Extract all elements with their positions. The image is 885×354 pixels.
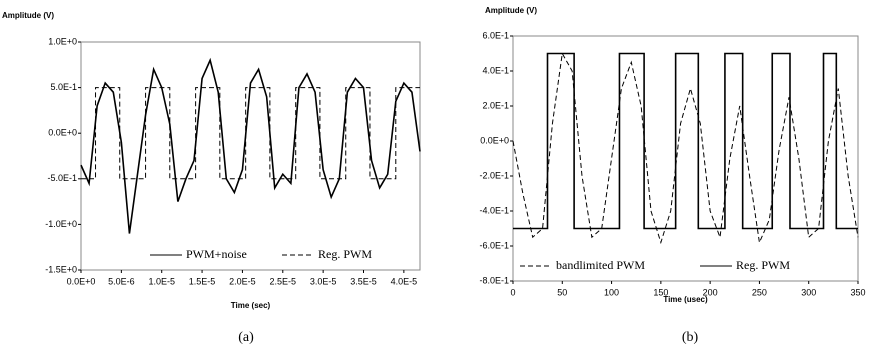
x-tick-label: 3.5E-5 (350, 276, 377, 286)
x-tick-label: 0 (510, 287, 515, 297)
series-line (81, 87, 420, 180)
y-axis-label: Amplitude (V) (2, 11, 54, 20)
x-tick-label: 100 (604, 287, 619, 297)
x-tick-label: 0.0E+0 (67, 276, 96, 286)
legend-bg (698, 258, 808, 274)
y-tick-label: -1.5E+0 (45, 264, 77, 274)
y-tick-label: 6.0E-1 (482, 30, 509, 40)
legend-label: Reg. PWM (736, 258, 790, 272)
caption: (a) (238, 330, 254, 345)
x-axis-label: Time (usec) (663, 295, 708, 304)
x-tick-label: 250 (752, 287, 767, 297)
y-tick-label: 2.0E-1 (482, 100, 509, 110)
y-tick-label: 1.0E+0 (48, 36, 77, 46)
x-tick-label: 350 (850, 287, 865, 297)
x-tick-label: 1.0E-5 (148, 276, 175, 286)
legend-bg (280, 247, 390, 263)
series-line (80, 57, 421, 234)
legend-label: bandlimited PWM (556, 258, 645, 272)
x-tick-label: 2.5E-5 (270, 276, 297, 286)
y-tick-label: 5.0E-1 (50, 82, 77, 92)
legend-bg (148, 247, 258, 263)
legend-label: PWM+noise (186, 247, 247, 261)
plot-frame (80, 41, 421, 271)
x-tick-label: 1.5E-5 (189, 276, 216, 286)
series-line (513, 52, 858, 230)
legend-bg (518, 258, 683, 274)
x-tick-label: 300 (801, 287, 816, 297)
y-tick-label: -2.0E-1 (479, 170, 509, 180)
y-axis-label: Amplitude (V) (485, 6, 537, 15)
legend-label: Reg. PWM (318, 247, 372, 261)
x-axis-label: Time (sec) (231, 301, 271, 310)
x-tick-label: 3.0E-5 (310, 276, 337, 286)
caption: (b) (682, 330, 699, 345)
x-tick-label: 200 (703, 287, 718, 297)
x-tick-label: 150 (653, 287, 668, 297)
series-line (512, 51, 859, 245)
y-tick-label: -8.0E-1 (479, 275, 509, 285)
y-tick-label: 0.0E+0 (480, 135, 509, 145)
y-tick-label: 0.0E+0 (48, 128, 77, 138)
x-tick-label: 5.0E-6 (108, 276, 135, 286)
y-tick-label: -5.0E-1 (47, 173, 77, 183)
plot-frame (512, 35, 859, 282)
x-tick-label: 50 (557, 287, 567, 297)
x-tick-label: 4.0E-5 (391, 276, 418, 286)
y-tick-label: -4.0E-1 (479, 205, 509, 215)
y-tick-label: -1.0E+0 (45, 219, 77, 229)
y-tick-label: -6.0E-1 (479, 240, 509, 250)
x-tick-label: 2.0E-5 (229, 276, 256, 286)
y-tick-label: 4.0E-1 (482, 65, 509, 75)
